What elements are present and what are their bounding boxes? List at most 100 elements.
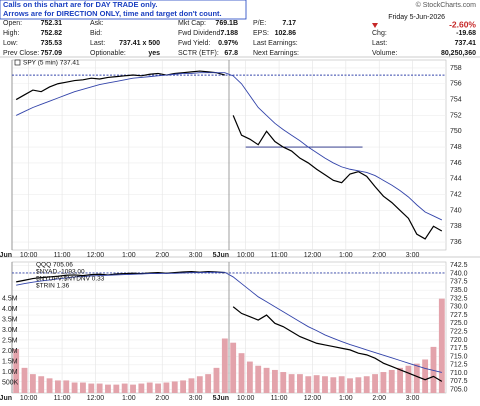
- x-tick-label: 1:00: [339, 395, 353, 402]
- moving-average: [15, 72, 443, 221]
- volume-bar: [113, 384, 120, 393]
- quote-value: 735.53: [41, 40, 63, 47]
- y-tick-label: 748: [450, 144, 462, 151]
- price-line: [15, 70, 443, 240]
- y-tick-label: 758: [450, 65, 462, 72]
- volume-bar: [330, 377, 337, 393]
- quote-value: 737.41: [455, 40, 477, 47]
- quote-label: Low:: [3, 40, 18, 47]
- x-tick-label: 12:00: [87, 252, 105, 259]
- down-arrow: [372, 23, 378, 28]
- volume-bar: [163, 382, 170, 393]
- volume-bar: [205, 374, 212, 393]
- notice-line: Calls on this chart are for DAY TRADE on…: [3, 0, 157, 9]
- y-tick-label: 720.0: [450, 337, 468, 344]
- quote-value: 102.86: [275, 30, 297, 37]
- x-tick-label: 11:00: [54, 395, 71, 402]
- volume-bar: [238, 353, 245, 393]
- x-tick-label: 12:00: [87, 395, 105, 402]
- volume-bar: [105, 384, 111, 393]
- quote-label: Open:: [3, 20, 22, 27]
- x-tick-label: 11:00: [271, 252, 288, 259]
- y-tick-label: 735.0: [450, 287, 468, 294]
- volume-bar: [180, 380, 187, 393]
- quote-label: Next Earnings:: [253, 50, 299, 57]
- y-tick-label: 715.0: [450, 353, 468, 360]
- volume-bar: [188, 378, 195, 393]
- y-tick-label: 738: [450, 223, 462, 230]
- volume-bar: [171, 381, 178, 393]
- quote-value: 7.188: [220, 30, 238, 37]
- quote-date: Friday 5-Jun-2026: [388, 14, 445, 21]
- quote-label: Volume:: [372, 50, 397, 57]
- quote-label: Last:: [372, 40, 387, 47]
- x-tick-label: 5Jun: [213, 252, 229, 259]
- y-tick-label: 740: [450, 207, 462, 214]
- volume-bar: [413, 363, 420, 393]
- x-tick-label: 1:00: [122, 395, 136, 402]
- volume-tick-label: 3.0M: [2, 327, 18, 334]
- x-tick-label: 3:00: [406, 395, 420, 402]
- volume-bar: [313, 375, 320, 393]
- volume-bar: [138, 383, 145, 393]
- quote-value: 67.8: [224, 50, 238, 57]
- volume-bar: [38, 376, 45, 393]
- y-tick-label: 740.0: [450, 270, 468, 277]
- x-tick-label: 4Jun: [0, 395, 12, 402]
- volume-tick-label: 1.5M: [2, 358, 18, 365]
- volume-bar: [338, 376, 345, 393]
- volume-tick-label: 3.5M: [2, 316, 18, 323]
- x-tick-label: 1:00: [122, 252, 136, 259]
- y-tick-label: 742: [450, 191, 462, 198]
- x-tick-label: 3:00: [406, 252, 420, 259]
- volume-bar: [430, 346, 437, 393]
- volume-bar: [255, 365, 262, 393]
- x-tick-label: 2:00: [372, 252, 386, 259]
- volume-bar: [380, 372, 387, 393]
- quote-value: 752.31: [41, 20, 63, 27]
- volume-bar: [280, 372, 287, 393]
- volume-tick-label: 1.0M: [2, 369, 18, 376]
- volume-bar: [46, 378, 53, 393]
- volume-bar: [263, 367, 270, 393]
- volume-bar: [322, 376, 328, 393]
- x-tick-label: 1:00: [339, 252, 353, 259]
- notice-line: Arrows are for DIRECTION ONLY, time and …: [3, 9, 222, 18]
- volume-bar: [355, 377, 362, 393]
- quote-label: EPS:: [253, 30, 269, 37]
- volume-bar: [146, 382, 153, 393]
- x-tick-label: 2:00: [372, 395, 386, 402]
- quote-label: Chg:: [372, 30, 387, 37]
- x-tick-label: 10:00: [20, 252, 38, 259]
- x-tick-label: 12:00: [304, 252, 322, 259]
- quote-value: -19.68: [456, 30, 476, 37]
- volume-bar: [213, 367, 220, 393]
- quote-value: 752.82: [41, 30, 63, 37]
- quote-label: Last Earnings:: [253, 40, 298, 47]
- volume-bar: [80, 382, 86, 393]
- quote-value: 769.1B: [215, 20, 238, 27]
- volume-tick-label: 4.0M: [2, 306, 18, 313]
- volume-bar: [288, 374, 295, 393]
- volume-bar: [13, 348, 20, 393]
- volume-bar: [271, 369, 278, 393]
- legend-label: QQQ 705.06: [36, 262, 73, 269]
- volume-bar: [372, 374, 378, 393]
- x-tick-label: 4Jun: [0, 252, 12, 259]
- legend-label: $NYAD -1093.00: [36, 269, 85, 276]
- quote-label: Mkt Cap:: [178, 20, 206, 27]
- volume-bar: [130, 384, 136, 393]
- y-tick-label: 727.5: [450, 312, 468, 319]
- y-tick-label: 717.5: [450, 345, 468, 352]
- y-tick-label: 754: [450, 96, 462, 103]
- volume-tick-label: 4.5M: [2, 296, 18, 303]
- volume-bar: [305, 376, 312, 393]
- legend-label: $NYUPV:$NYDNV 0.33: [36, 276, 105, 283]
- legend-label: SPY (5 min) 737.41: [23, 60, 80, 67]
- quote-label: Last:: [90, 40, 105, 47]
- moving-average: [16, 271, 442, 373]
- x-tick-label: 10:00: [237, 395, 255, 402]
- quote-value: 737.41 x 500: [119, 40, 160, 47]
- volume-bar: [21, 367, 28, 393]
